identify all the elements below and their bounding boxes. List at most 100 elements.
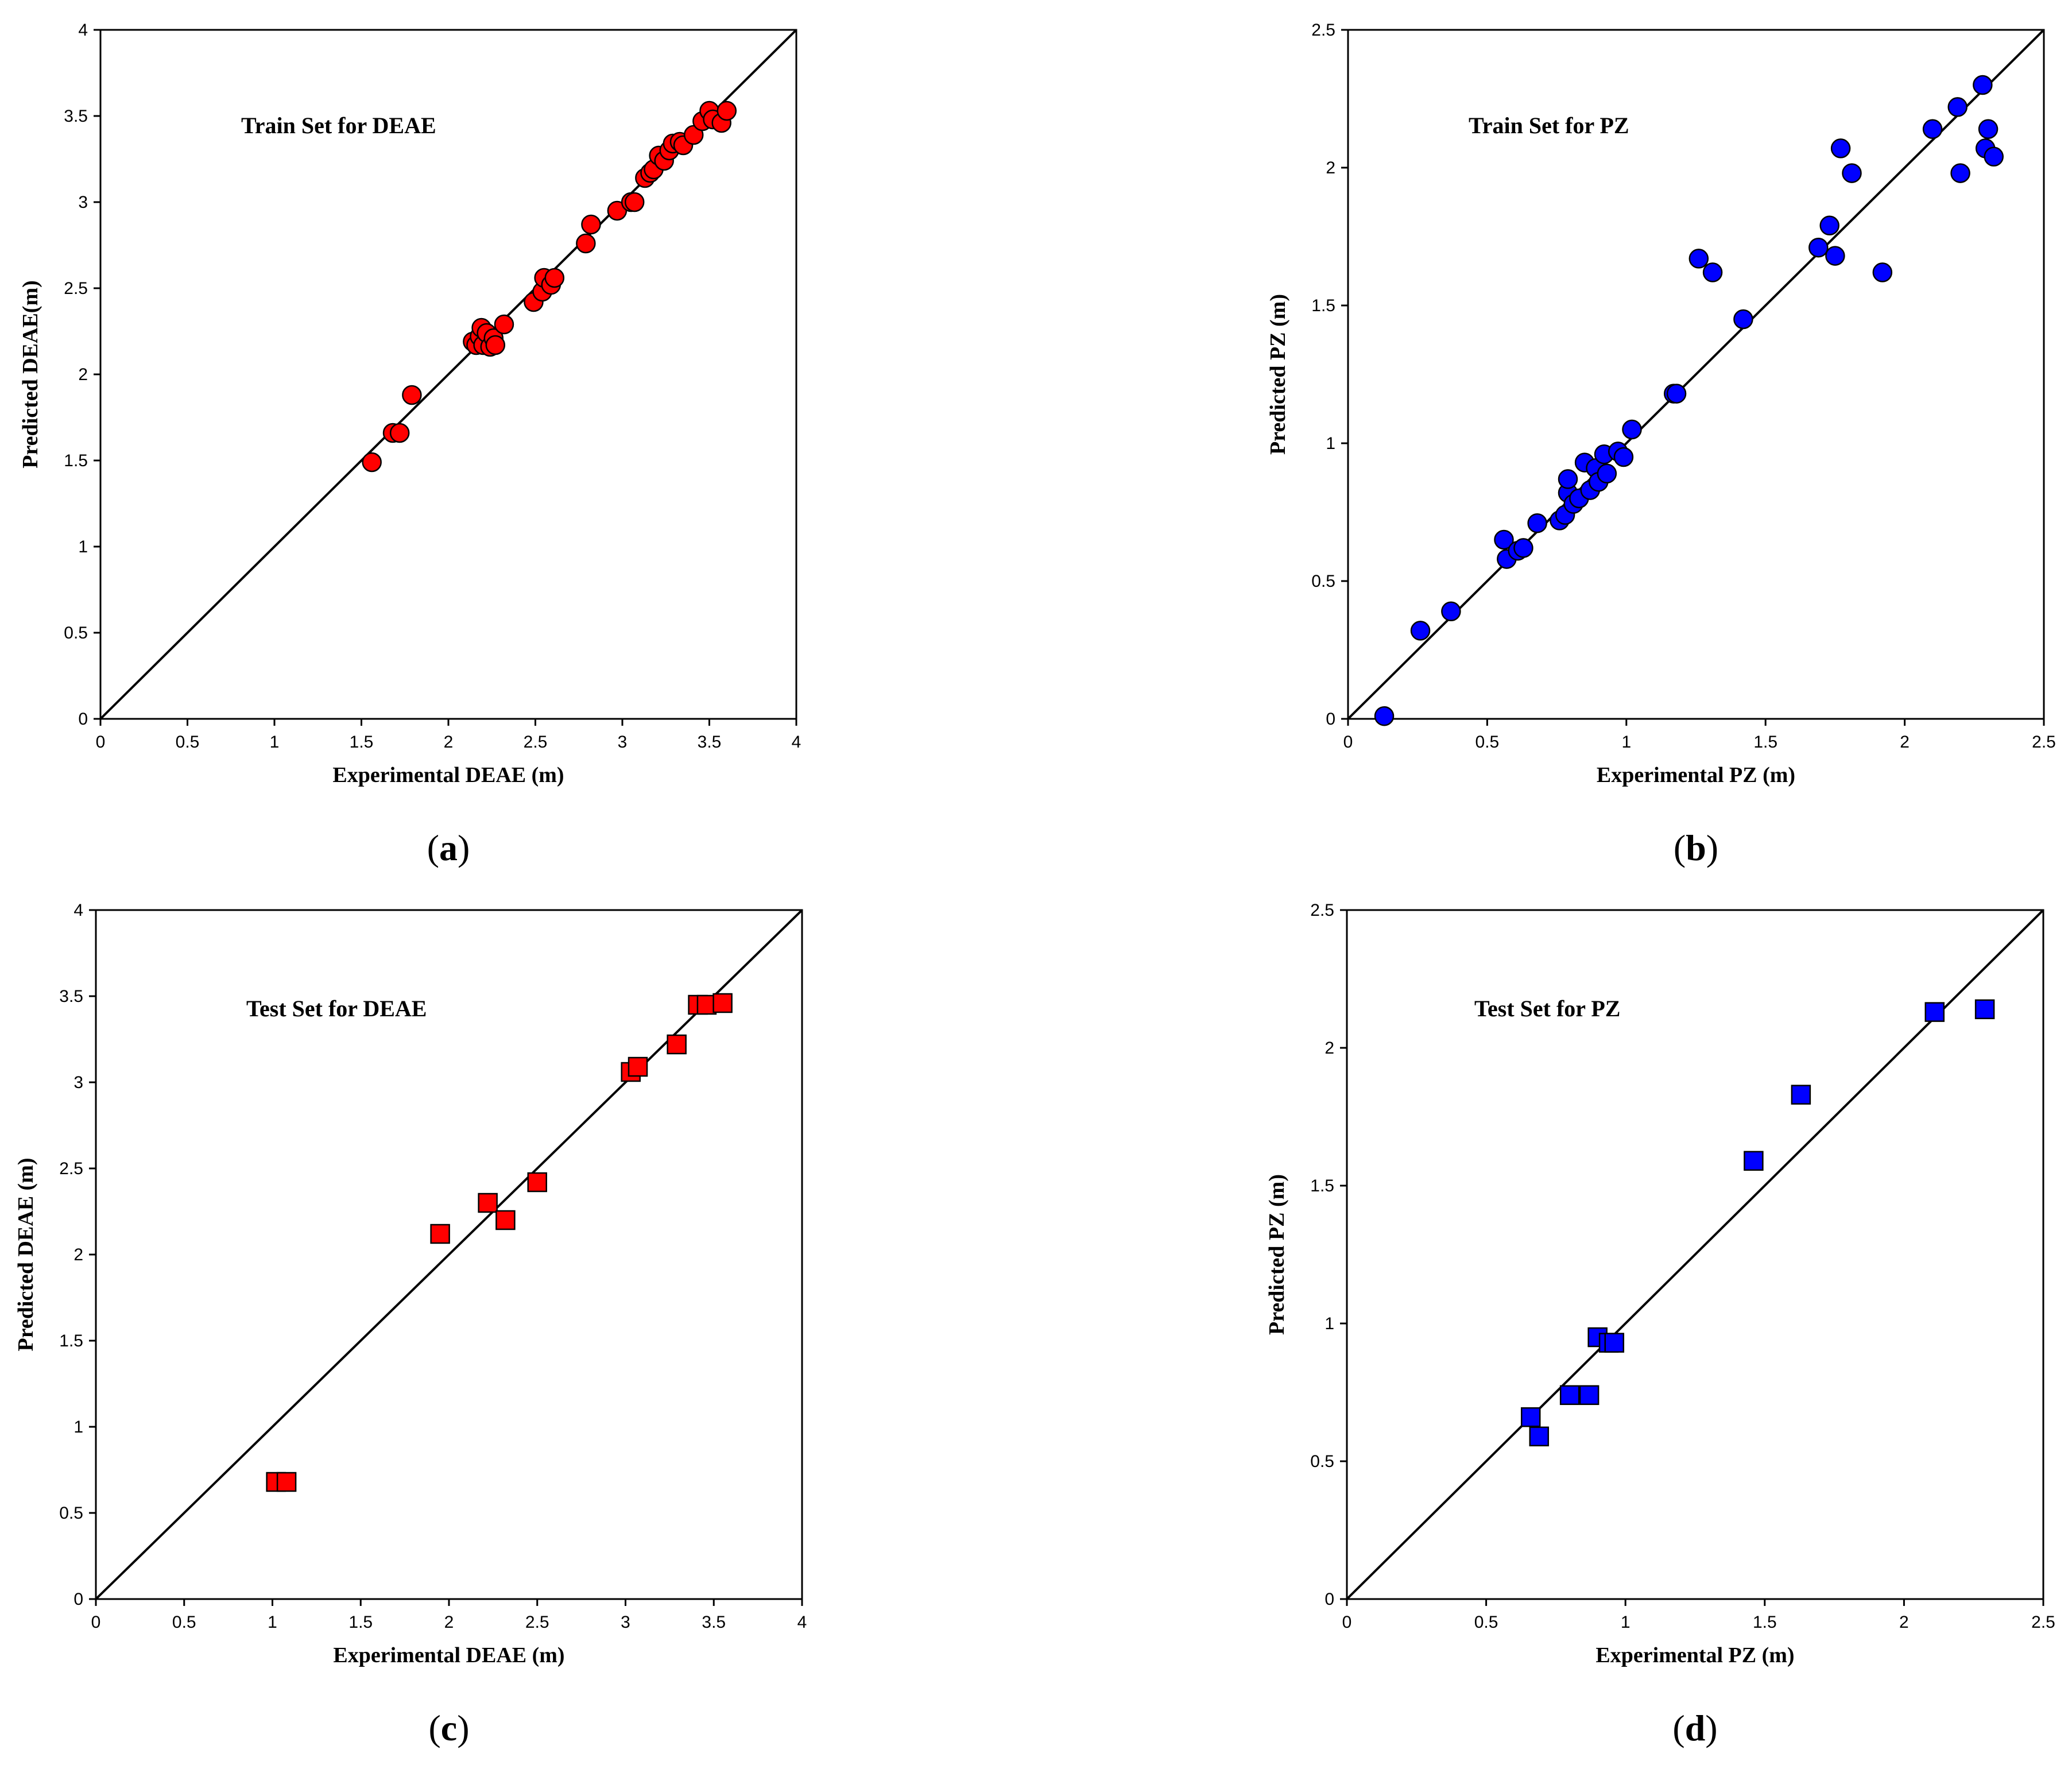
- x-tick-label: 2.5: [2032, 733, 2056, 752]
- data-point: [1558, 469, 1578, 489]
- plot-frame: [1346, 909, 2044, 1600]
- x-tick-label: 3.5: [698, 733, 722, 752]
- data-point: [1527, 513, 1547, 533]
- x-tick-label: 0.5: [1474, 1613, 1498, 1632]
- panel-label-letter: c: [441, 1708, 457, 1748]
- y-tick-label: 1: [1324, 1314, 1334, 1333]
- chart-panel-b: 0 0.5 1 1.5 2 2.5 0 0.5 1 1.5 2 2.5 Train Set for PZ…: [1266, 21, 2056, 868]
- chart-panel-a: 0 0.5 1 1.5 2 2.5 3 3.5 4 0 0.5 1 1.5 2 2.5 3 3.5 4 Train …: [18, 21, 801, 868]
- data-point: [494, 314, 514, 335]
- panel-label: (b): [1674, 827, 1718, 868]
- reference-line: [1347, 29, 2045, 720]
- panel-label-close-paren: ): [457, 1708, 469, 1748]
- x-tick-label: 1.5: [350, 733, 374, 752]
- data-point: [402, 385, 422, 405]
- x-tick-label: 0.5: [1475, 733, 1500, 752]
- panel-label-open-paren: (: [428, 1708, 440, 1748]
- data-point: [1947, 97, 1968, 117]
- data-point: [1529, 1426, 1550, 1447]
- data-point: [430, 1224, 450, 1244]
- data-point: [1622, 419, 1642, 440]
- y-tick-label: 0: [78, 710, 88, 729]
- y-axis-title: Predicted DEAE (m): [14, 1158, 38, 1351]
- data-point: [1559, 1385, 1580, 1406]
- y-tick-label: 3: [78, 193, 88, 212]
- y-tick-label: 2: [78, 365, 88, 384]
- panel-label-open-paren: (: [1674, 827, 1686, 868]
- data-point: [628, 1056, 648, 1077]
- data-point: [1513, 538, 1533, 558]
- x-tick-label: 0: [1343, 733, 1353, 752]
- data-point: [485, 335, 506, 355]
- y-tick-label: 1.5: [1310, 1176, 1334, 1195]
- data-point: [1374, 706, 1395, 726]
- data-point: [1924, 1002, 1945, 1022]
- plot-frame: [1347, 29, 2045, 720]
- data-point: [1702, 262, 1723, 282]
- data-point: [1842, 163, 1862, 183]
- x-tick-label: 0.5: [176, 733, 200, 752]
- chart-panel-d: 0 0.5 1 1.5 2 2.5 0 0.5 1 1.5 2 2.5 Test Set for PZ E…: [1265, 901, 2055, 1748]
- x-tick-label: 0: [91, 1613, 101, 1632]
- y-tick-label: 1.5: [59, 1331, 83, 1350]
- data-point: [1974, 999, 1995, 1020]
- x-tick-label: 2: [444, 733, 454, 752]
- data-point: [1410, 621, 1431, 641]
- data-point: [1441, 601, 1461, 622]
- data-point: [389, 423, 410, 443]
- data-point: [1830, 138, 1851, 158]
- data-point: [1819, 215, 1839, 236]
- data-point: [1973, 75, 1993, 95]
- x-tick-label: 1: [270, 733, 280, 752]
- data-point: [1494, 529, 1514, 550]
- y-tick-label: 0: [1326, 710, 1335, 729]
- data-point: [1922, 119, 1943, 140]
- y-tick-label: 1.5: [1311, 296, 1335, 315]
- data-point: [1978, 119, 1999, 140]
- y-tick-label: 0.5: [1310, 1452, 1334, 1471]
- x-tick-label: 2: [444, 1613, 454, 1632]
- y-tick-label: 0: [73, 1590, 83, 1609]
- data-point: [1733, 309, 1753, 330]
- data-point: [1791, 1085, 1811, 1105]
- x-tick-label: 2.5: [524, 733, 548, 752]
- data-point: [1666, 384, 1687, 404]
- y-tick-label: 4: [73, 901, 83, 920]
- x-tick-label: 2: [1899, 1613, 1909, 1632]
- data-point: [624, 192, 645, 212]
- x-tick-label: 4: [792, 733, 801, 752]
- reference-line: [1346, 909, 2044, 1600]
- y-tick-label: 2: [1326, 158, 1335, 177]
- y-tick-label: 1: [78, 537, 88, 556]
- x-tick-label: 2: [1900, 733, 1910, 752]
- data-point: [717, 100, 737, 121]
- reference-line: [95, 909, 803, 1600]
- y-tick-label: 0.5: [64, 624, 88, 642]
- data-point: [1597, 463, 1617, 484]
- x-tick-label: 1: [268, 1613, 277, 1632]
- data-point: [1744, 1151, 1764, 1171]
- y-tick-label: 2.5: [59, 1159, 83, 1178]
- plot-title: Train Set for DEAE: [241, 113, 436, 138]
- x-tick-label: 3.5: [702, 1613, 726, 1632]
- panel-label: (c): [428, 1708, 469, 1748]
- panel-label-letter: d: [1685, 1708, 1706, 1748]
- y-tick-label: 2.5: [64, 279, 88, 298]
- x-axis-title: Experimental DEAE (m): [332, 763, 564, 787]
- x-tick-label: 4: [797, 1613, 807, 1632]
- x-tick-label: 1: [1621, 733, 1631, 752]
- data-point: [1950, 163, 1970, 183]
- panel-label-letter: a: [439, 827, 458, 868]
- y-tick-label: 1.5: [64, 451, 88, 470]
- panel-label-open-paren: (: [1672, 1708, 1684, 1748]
- data-point: [1872, 262, 1893, 282]
- data-point: [1825, 246, 1845, 266]
- data-point: [712, 993, 733, 1013]
- x-tick-label: 1.5: [348, 1613, 373, 1632]
- x-tick-label: 1.5: [1753, 1613, 1777, 1632]
- panel-label-letter: b: [1686, 827, 1706, 868]
- plot-title: Test Set for DEAE: [246, 996, 427, 1021]
- data-point: [1808, 237, 1829, 258]
- data-point: [478, 1193, 498, 1213]
